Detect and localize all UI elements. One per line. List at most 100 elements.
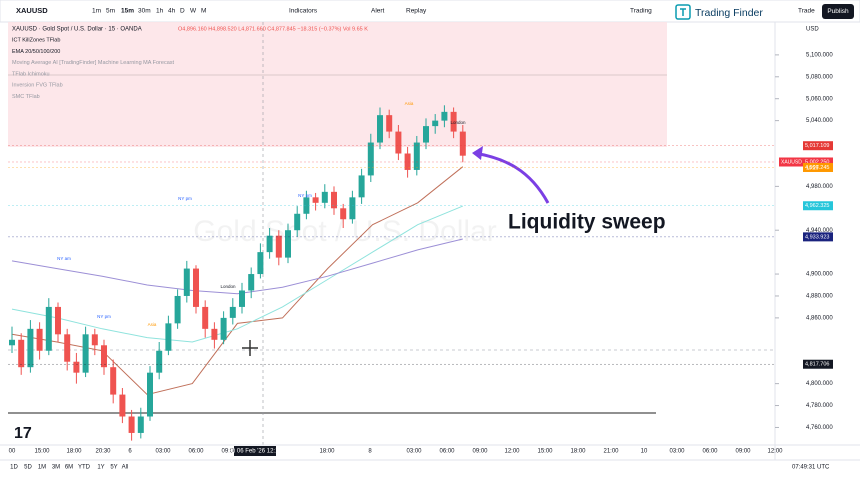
time-cursor-box bbox=[234, 446, 276, 456]
publish-button[interactable] bbox=[822, 4, 854, 19]
interval[interactable]: M bbox=[201, 8, 206, 15]
y-tick-label: 4,940.000 bbox=[806, 228, 833, 234]
candle-body bbox=[174, 295, 181, 324]
candle-body bbox=[404, 153, 411, 170]
range-button[interactable]: 5D bbox=[24, 465, 32, 471]
y-tick-label: 4,980.000 bbox=[806, 184, 833, 190]
session-label: London bbox=[450, 120, 466, 125]
candle-body bbox=[441, 111, 448, 121]
symbol-tag-text: XAUUSD bbox=[781, 159, 802, 165]
candle-body bbox=[312, 197, 319, 203]
legend-item: Moving Average AI [TradingFinder] Machin… bbox=[12, 60, 175, 66]
range-button[interactable]: 6M bbox=[65, 465, 73, 471]
candle-body bbox=[137, 416, 144, 433]
y-tick-label: 4,880.000 bbox=[806, 294, 833, 300]
candle-body bbox=[91, 334, 98, 346]
candle-body bbox=[459, 131, 466, 156]
legend-item: ICT KillZones TFlab bbox=[12, 37, 60, 43]
candle-body bbox=[211, 328, 218, 340]
candle-body bbox=[27, 328, 34, 368]
symbol[interactable]: XAUUSD bbox=[16, 6, 48, 15]
x-tick-label: Fri 06 Feb '26 12:15 bbox=[228, 449, 282, 455]
x-tick-label: 03:00 bbox=[155, 449, 171, 455]
session-label: NY pm bbox=[97, 314, 111, 319]
candle-body bbox=[294, 213, 301, 231]
candle-body bbox=[358, 175, 365, 198]
candle-body bbox=[147, 372, 153, 417]
candle-body bbox=[321, 191, 328, 203]
alert[interactable]: Alert bbox=[371, 8, 385, 15]
cursor bbox=[242, 340, 258, 356]
candle-body bbox=[82, 334, 89, 373]
candle-body bbox=[450, 111, 457, 132]
interval[interactable]: 5m bbox=[106, 8, 115, 15]
candle-body bbox=[202, 306, 209, 329]
range-button[interactable]: 1D bbox=[10, 465, 18, 471]
price-label-box bbox=[803, 201, 833, 211]
x-tick-label: 20:30 bbox=[95, 449, 111, 455]
price-label: 5,002.250 bbox=[805, 159, 829, 165]
brand-logo bbox=[675, 4, 691, 20]
x-tick-label: 8 bbox=[368, 449, 372, 455]
range-button[interactable]: 1Y bbox=[97, 465, 104, 471]
interval[interactable]: 30m bbox=[138, 8, 151, 15]
y-tick-label: 4,800.000 bbox=[806, 381, 833, 387]
x-tick-label: 6 bbox=[128, 449, 132, 455]
candle-body bbox=[340, 208, 347, 220]
range-button[interactable]: 1M bbox=[38, 465, 46, 471]
candle-body bbox=[101, 345, 107, 368]
candle-body bbox=[239, 290, 245, 307]
arrow bbox=[473, 151, 550, 204]
range-button[interactable]: All bbox=[122, 465, 129, 471]
price-label: 4,997.245 bbox=[805, 165, 829, 171]
interval[interactable]: 1h bbox=[156, 8, 164, 15]
interval[interactable]: W bbox=[190, 8, 197, 15]
candle-body bbox=[229, 306, 236, 318]
tv-logo: 17 bbox=[14, 425, 32, 442]
x-tick-label: 06:00 bbox=[188, 449, 204, 455]
price-label-box bbox=[803, 157, 833, 167]
range-button[interactable]: 3M bbox=[52, 465, 60, 471]
x-tick-label: 06:00 bbox=[439, 449, 455, 455]
countdown: 10:29 bbox=[806, 165, 819, 171]
candle-body bbox=[45, 306, 52, 351]
symbol-tag bbox=[779, 157, 803, 167]
x-tick-label: 03:00 bbox=[669, 449, 685, 455]
indicators[interactable]: Indicators bbox=[289, 8, 318, 15]
candle-body bbox=[377, 115, 383, 143]
interval[interactable]: 1m bbox=[92, 8, 101, 15]
x-tick-label: 15:00 bbox=[537, 449, 553, 455]
candle-body bbox=[285, 230, 291, 258]
candle-body bbox=[55, 306, 61, 335]
interval[interactable]: D bbox=[180, 8, 185, 15]
currency: USD bbox=[806, 27, 819, 33]
candle-body bbox=[9, 339, 15, 346]
replay[interactable]: Replay bbox=[406, 8, 427, 15]
candle-body bbox=[128, 416, 135, 433]
interval[interactable]: 4h bbox=[168, 8, 176, 15]
candle-body bbox=[73, 361, 80, 373]
range-button[interactable]: YTD bbox=[78, 465, 91, 471]
session-label: NY pm bbox=[178, 196, 192, 201]
candle-body bbox=[331, 191, 337, 209]
price-label: 4,933.923 bbox=[805, 234, 829, 240]
session-label: Asia bbox=[148, 322, 157, 327]
publish[interactable]: Publish bbox=[827, 8, 849, 15]
x-tick-label: 03:00 bbox=[406, 449, 422, 455]
y-tick-label: 5,080.000 bbox=[806, 74, 833, 80]
ema-line bbox=[11, 238, 463, 295]
legend-title: XAUUSD · Gold Spot / U.S. Dollar · 15 · … bbox=[12, 27, 142, 33]
candle-body bbox=[18, 339, 25, 368]
interval[interactable]: 15m bbox=[121, 8, 134, 15]
candle-body bbox=[248, 274, 255, 291]
trading[interactable]: Trading bbox=[630, 8, 652, 15]
price-label: 4,962.325 bbox=[805, 203, 829, 209]
y-tick-label: 4,860.000 bbox=[806, 315, 833, 321]
trade[interactable]: Trade bbox=[798, 8, 815, 15]
candle-body bbox=[432, 120, 439, 127]
x-tick-label: 09:00 bbox=[735, 449, 751, 455]
brand: Trading Finder bbox=[695, 7, 763, 19]
range-button[interactable]: 5Y bbox=[110, 465, 117, 471]
price-label-box bbox=[803, 232, 833, 242]
